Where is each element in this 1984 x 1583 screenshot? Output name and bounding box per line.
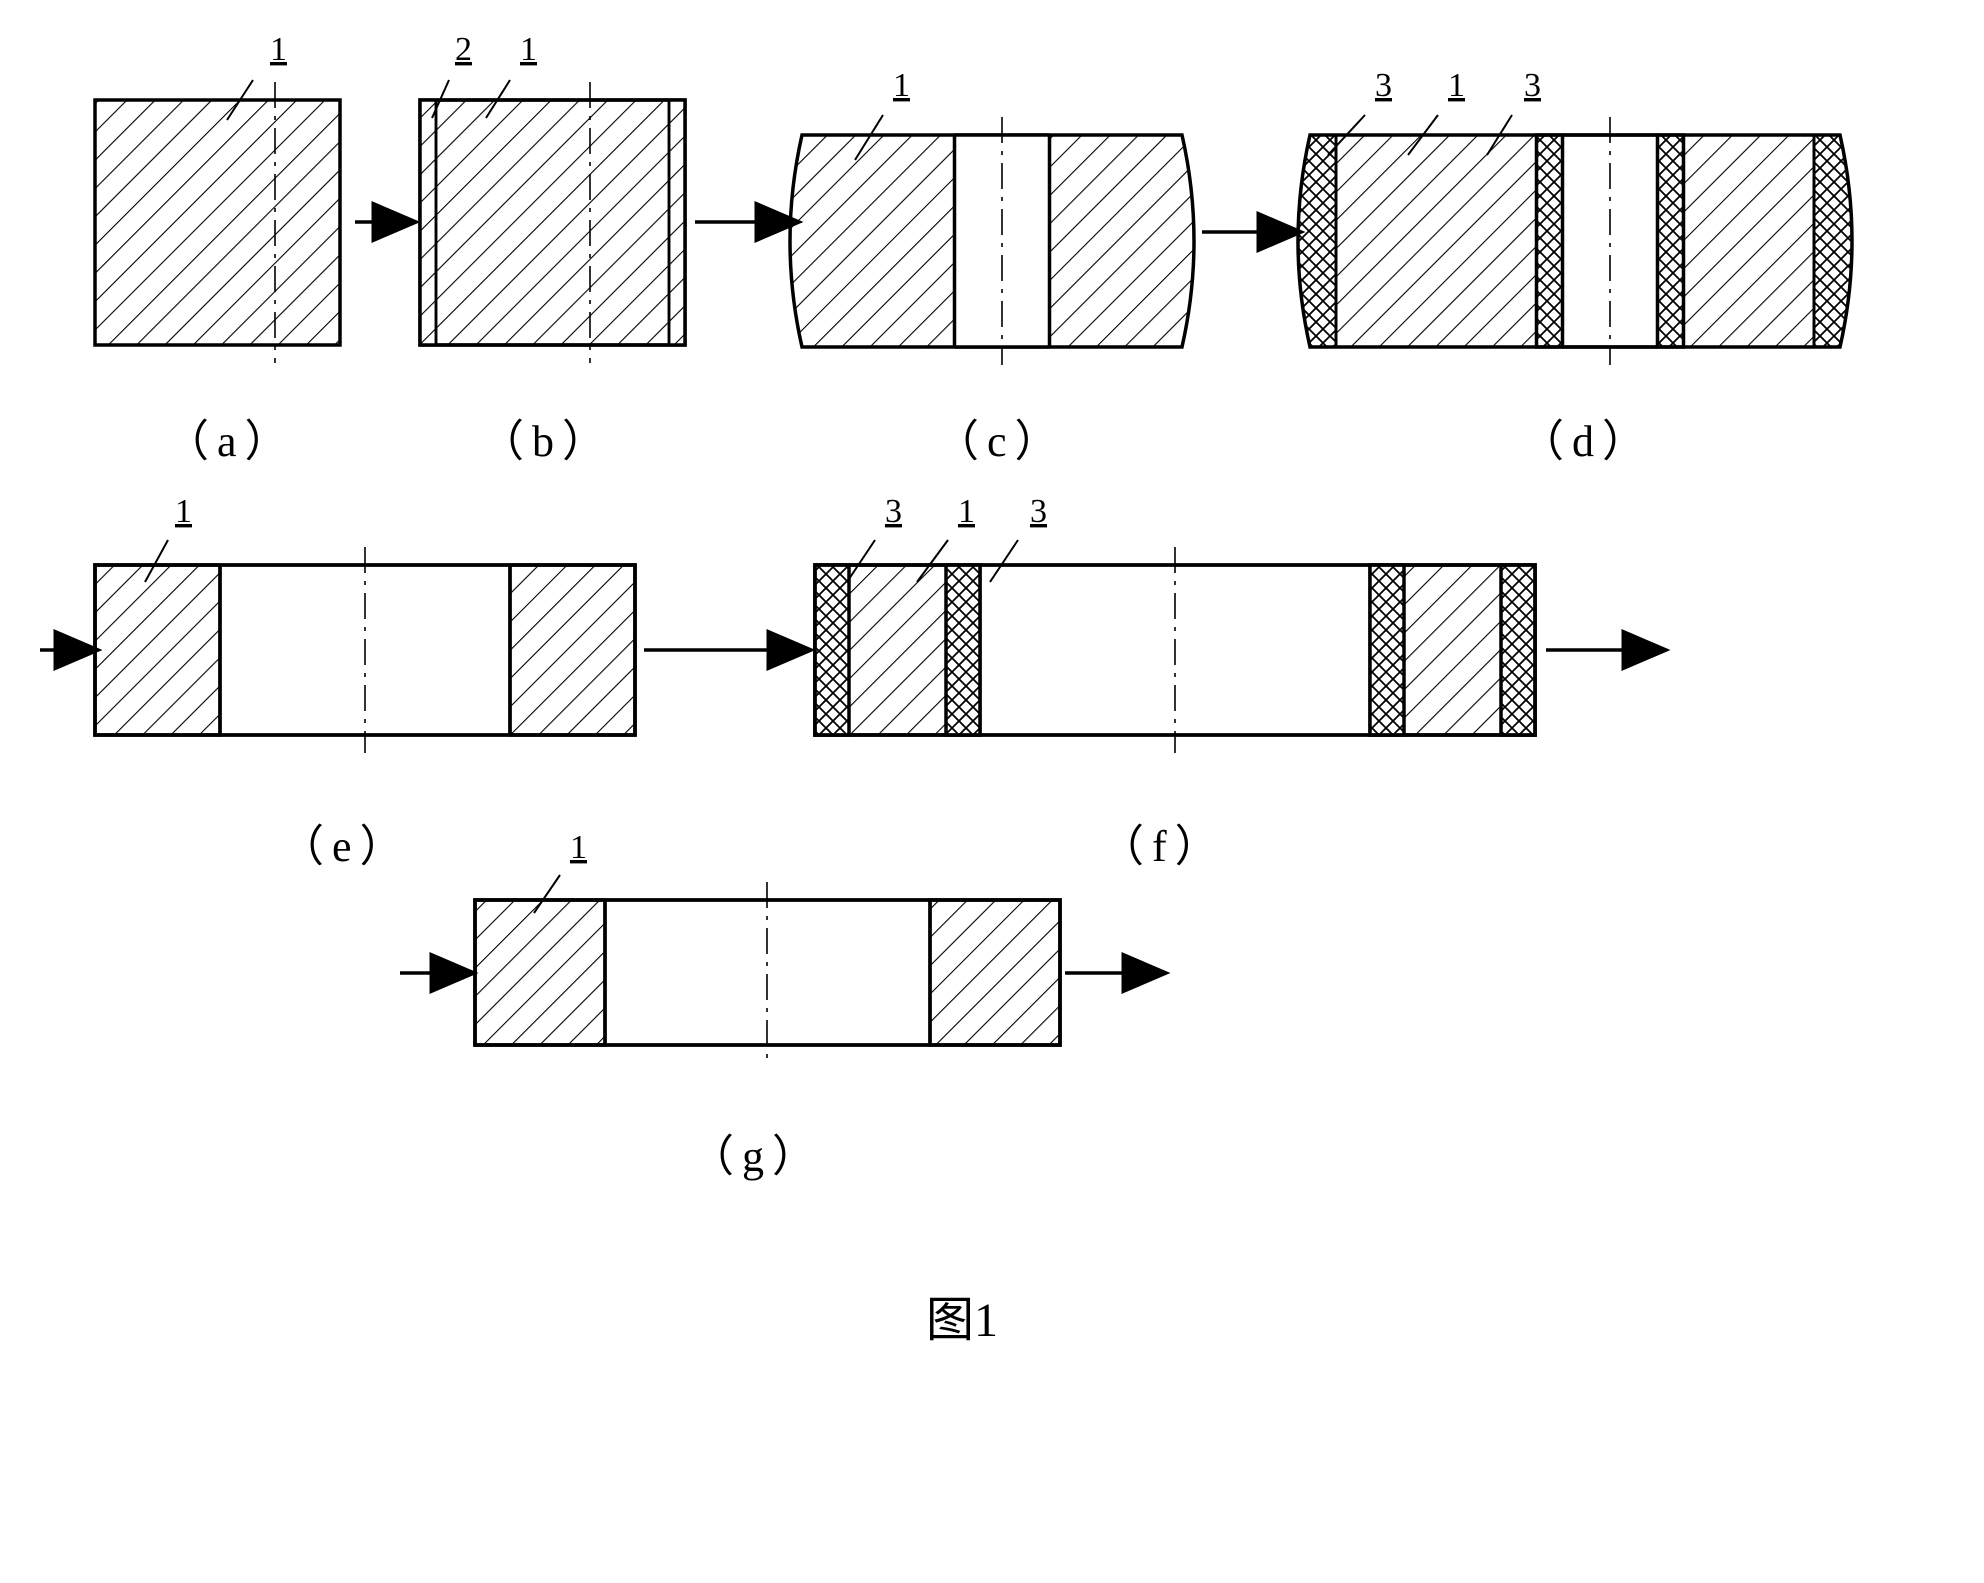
svg-text:3: 3: [885, 493, 902, 530]
svg-text:1: 1: [175, 493, 192, 530]
sublabel-b: （b）: [480, 405, 614, 469]
svg-text:3: 3: [1030, 493, 1047, 530]
svg-text:1: 1: [1448, 67, 1465, 104]
sublabel-f: （f）: [1100, 810, 1227, 874]
figure-page: 1 2 1 1 3 1 3 1 3 1 3 1 （a） （b） （c） （d） （e） （f） （g）…: [0, 0, 1984, 1583]
svg-text:3: 3: [1375, 67, 1392, 104]
svg-text:1: 1: [570, 829, 587, 866]
svg-text:3: 3: [1524, 67, 1541, 104]
svg-text:1: 1: [520, 31, 537, 68]
svg-text:1: 1: [958, 493, 975, 530]
sublabel-d: （d）: [1520, 405, 1654, 469]
sublabel-g: （g）: [690, 1120, 824, 1184]
svg-text:1: 1: [270, 31, 287, 68]
sublabel-c: （c）: [935, 405, 1067, 469]
svg-text:2: 2: [455, 31, 472, 68]
svg-text:1: 1: [893, 67, 910, 104]
sublabel-e: （e）: [280, 810, 412, 874]
figure-title: 图1: [926, 1280, 998, 1350]
sublabel-a: （a）: [165, 405, 297, 469]
